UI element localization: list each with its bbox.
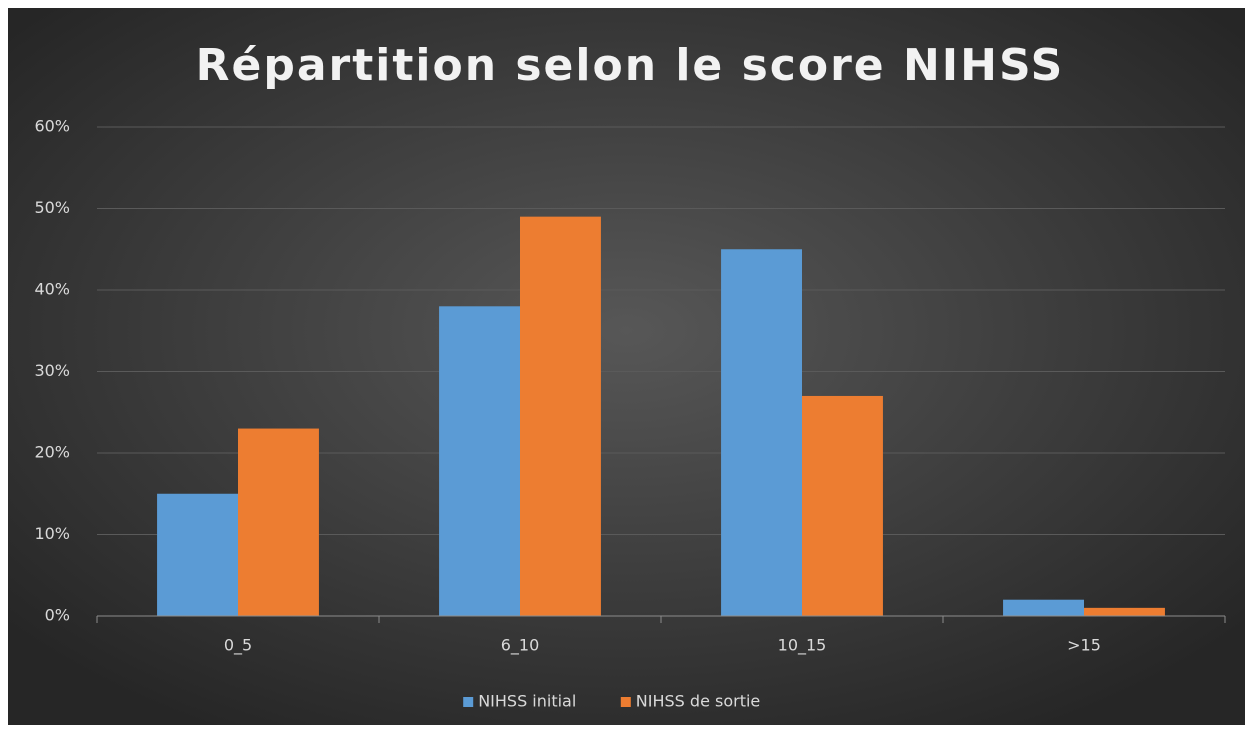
bar <box>520 216 601 616</box>
legend-label: NIHSS de sortie <box>636 692 760 711</box>
chart-title: Répartition selon le score NIHSS <box>196 40 1065 91</box>
legend-swatch <box>620 697 631 707</box>
bar <box>721 249 802 616</box>
x-tick-label: 0_5 <box>224 636 252 656</box>
y-tick-label: 40% <box>34 280 70 299</box>
y-tick-label: 60% <box>34 117 70 136</box>
bar <box>1084 607 1165 616</box>
y-tick-label: 30% <box>34 361 70 380</box>
x-tick-label: 6_10 <box>501 636 540 656</box>
chart-background <box>8 8 1245 725</box>
legend-swatch <box>463 697 474 707</box>
bar <box>439 306 520 616</box>
y-tick-label: 0% <box>45 606 70 625</box>
y-tick-label: 10% <box>34 524 70 543</box>
legend-label: NIHSS initial <box>478 692 576 711</box>
bar <box>157 493 238 616</box>
y-tick-label: 50% <box>34 198 70 217</box>
bar <box>238 428 319 616</box>
bar <box>802 395 883 616</box>
x-tick-label: 10_15 <box>778 636 827 656</box>
y-tick-label: 20% <box>34 443 70 462</box>
x-tick-label: >15 <box>1067 636 1101 655</box>
bar <box>1003 599 1084 616</box>
